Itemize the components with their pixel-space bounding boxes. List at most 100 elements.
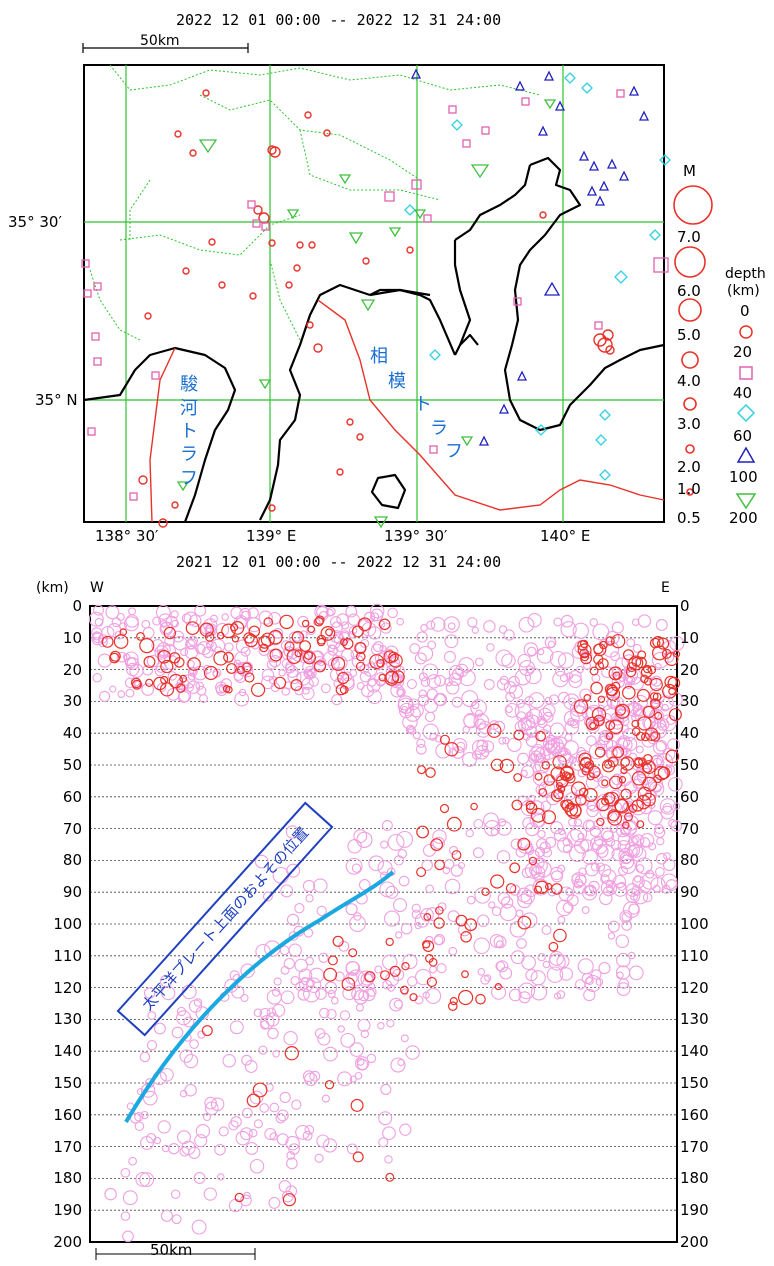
- recent-hypocenter: [241, 662, 252, 673]
- recent-hypocenter: [601, 797, 609, 806]
- depth-gridlines: [90, 637, 677, 1211]
- past-hypocenter: [448, 747, 458, 757]
- depth-tick-right: 150: [680, 1074, 709, 1092]
- recent-hypocenter: [599, 640, 608, 650]
- past-hypocenter: [327, 644, 339, 656]
- recent-hypocenter: [231, 635, 239, 643]
- past-hypocenter: [164, 635, 176, 647]
- past-hypocenter: [447, 622, 456, 630]
- past-hypocenter: [661, 884, 671, 894]
- past-hypocenter: [409, 703, 424, 718]
- depth-label-200: 200: [729, 509, 758, 527]
- recent-hypocenter: [380, 970, 391, 981]
- past-hypocenter: [193, 998, 203, 1007]
- recent-hypocenter: [626, 662, 637, 673]
- past-hypocenter: [120, 1167, 131, 1178]
- recent-hypocenter: [314, 616, 324, 627]
- past-hypocenter: [396, 617, 405, 626]
- past-hypocenter: [612, 874, 627, 889]
- past-hypocenter: [652, 757, 663, 768]
- past-hypocenter: [613, 882, 628, 897]
- depth-tick-right: 140: [680, 1042, 709, 1061]
- past-hypocenter: [606, 811, 618, 824]
- past-hypocenter: [536, 838, 548, 850]
- recent-hypocenter: [376, 658, 385, 668]
- depth-tick-right: 40: [680, 724, 700, 743]
- past-hypocenter: [156, 642, 171, 657]
- past-hypocenter: [340, 1032, 356, 1048]
- past-hypocenter: [218, 685, 227, 693]
- past-hypocenter: [570, 825, 588, 843]
- past-hypocenter: [562, 844, 572, 854]
- past-hypocenter: [435, 742, 451, 759]
- past-hypocenter: [631, 618, 640, 626]
- depth-tick-left: 170: [53, 1137, 82, 1156]
- past-hypocenter: [518, 991, 531, 1004]
- past-hypocenter: [188, 999, 203, 1013]
- past-hypocenter: [574, 979, 586, 990]
- past-hypocenter: [638, 880, 652, 894]
- past-hypocenter: [615, 657, 629, 672]
- past-hypocenter: [411, 903, 421, 913]
- past-hypocenter: [429, 732, 438, 741]
- past-hypocenter: [415, 743, 427, 755]
- past-hypocenter: [478, 720, 492, 735]
- recent-hypocenter: [640, 666, 653, 678]
- past-hypocenter: [637, 614, 652, 628]
- past-hypocenter: [239, 1127, 253, 1141]
- past-hypocenter: [544, 696, 553, 705]
- recent-hypocenter: [348, 948, 358, 958]
- past-hypocenter: [535, 861, 552, 878]
- recent-hypocenter: [248, 625, 261, 638]
- past-hypocenter: [624, 781, 638, 794]
- recent-hypocenter: [307, 625, 316, 634]
- recent-hypocenter: [611, 681, 621, 692]
- past-hypocenter: [573, 878, 584, 889]
- past-hypocenter: [330, 996, 339, 1005]
- past-hypocenter: [662, 858, 676, 872]
- past-hypocenter: [374, 965, 383, 974]
- past-hypocenter: [114, 630, 124, 640]
- past-hypocenter: [364, 973, 374, 983]
- recent-hypocenter: [460, 930, 472, 943]
- past-hypocenter: [571, 645, 586, 659]
- past-hypocenter: [241, 661, 253, 674]
- past-hypocenter: [269, 1102, 280, 1113]
- past-hypocenter: [141, 683, 155, 696]
- past-hypocenter: [542, 847, 553, 858]
- past-hypocenter: [535, 752, 547, 764]
- depth-tick-left: 40: [62, 724, 82, 743]
- past-hypocenter: [618, 865, 628, 876]
- recent-hypocenter: [230, 623, 239, 632]
- past-hypocenter: [655, 853, 668, 865]
- past-hypocenter: [259, 1103, 270, 1113]
- past-hypocenter: [483, 679, 495, 690]
- past-hypocenter: [356, 831, 373, 848]
- past-hypocenter: [548, 953, 566, 971]
- past-hypocenter: [628, 965, 644, 981]
- recent-hypocenter: [282, 1193, 296, 1207]
- past-hypocenter: [499, 966, 513, 980]
- past-hypocenter: [611, 847, 625, 861]
- past-hypocenter: [264, 940, 281, 957]
- past-hypocenter: [558, 886, 574, 902]
- past-hypocenter: [553, 992, 562, 1000]
- past-hypocenter: [588, 743, 605, 760]
- past-hypocenter: [203, 1187, 217, 1201]
- past-hypocenter: [526, 708, 543, 725]
- past-hypocenter: [382, 979, 392, 990]
- recent-hypocenter: [650, 731, 661, 742]
- past-hypocenter: [253, 1008, 263, 1018]
- past-hypocenter: [656, 718, 670, 731]
- past-hypocenter: [600, 869, 617, 885]
- past-hypocenter: [597, 843, 615, 861]
- recent-hypocenter: [525, 802, 538, 815]
- recent-hypocenter: [608, 666, 623, 681]
- recent-hypocenter: [636, 794, 651, 810]
- past-hypocenter: [390, 1057, 406, 1073]
- recent-hypocenter: [351, 625, 364, 638]
- past-hypocenter: [318, 611, 329, 621]
- past-hypocenter: [549, 951, 564, 966]
- past-hypocenter: [271, 988, 281, 997]
- recent-hypocenter: [612, 671, 621, 680]
